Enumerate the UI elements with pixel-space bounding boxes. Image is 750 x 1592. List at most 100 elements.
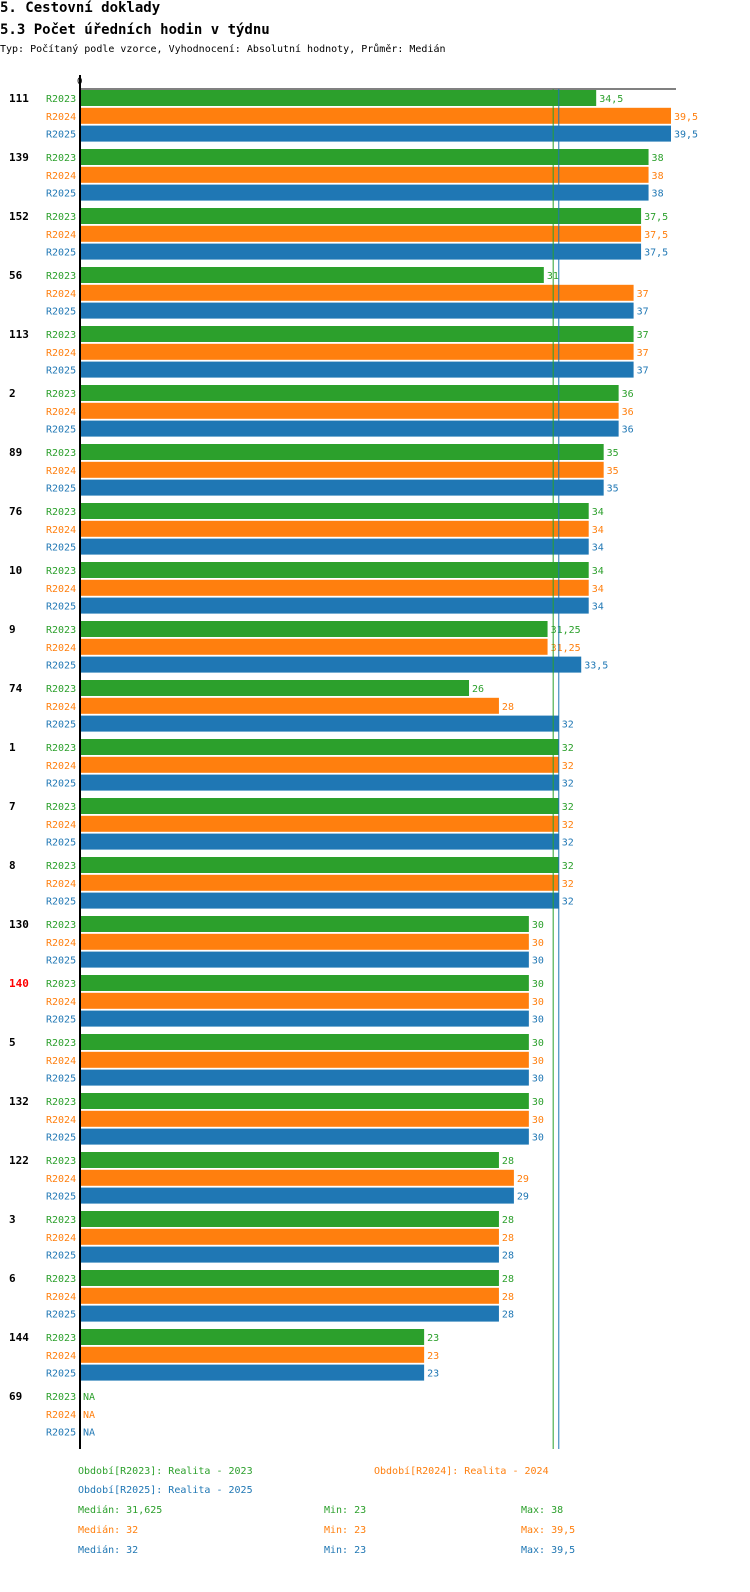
data-label: 31,25: [551, 625, 581, 636]
series-label: R2024: [46, 1174, 76, 1185]
series-label: R2025: [46, 956, 76, 967]
data-label: 34: [592, 543, 604, 554]
bar: [80, 798, 559, 814]
series-label: R2023: [46, 1097, 76, 1108]
category-label: 3: [9, 1213, 16, 1226]
bar: [80, 1152, 499, 1168]
data-label: 35: [607, 466, 619, 477]
bar: [80, 1110, 529, 1127]
bar: [80, 343, 634, 360]
legend-r2025: Období[R2025]: Realita - 2025: [78, 1485, 253, 1496]
series-label: R2023: [46, 566, 76, 577]
page-title: 5. Cestovní doklady: [0, 0, 161, 16]
series-label: R2024: [46, 466, 76, 477]
data-label: 32: [562, 879, 574, 890]
series-label: R2025: [46, 897, 76, 908]
series-label: R2023: [46, 212, 76, 223]
series-label: R2024: [46, 230, 76, 241]
bar-chart: 0111R202334,5R202439,5R202539,5139R20233…: [9, 75, 698, 1449]
data-label: 30: [532, 1038, 544, 1049]
data-label: 37: [637, 330, 649, 341]
data-label: 32: [562, 802, 574, 813]
series-label: R2025: [46, 1251, 76, 1262]
series-label: R2023: [46, 1392, 76, 1403]
series-label: R2025: [46, 838, 76, 849]
category-label: 2: [9, 387, 16, 400]
bar: [80, 1364, 425, 1381]
bar: [80, 992, 529, 1009]
data-label: 30: [532, 1097, 544, 1108]
series-label: R2024: [46, 702, 76, 713]
bar: [80, 361, 634, 378]
series-label: R2024: [46, 938, 76, 949]
data-label: 30: [532, 997, 544, 1008]
series-label: R2023: [46, 1274, 76, 1285]
series-label: R2024: [46, 879, 76, 890]
data-label: 34,5: [599, 94, 623, 105]
bar: [80, 402, 619, 419]
bar: [80, 975, 529, 991]
series-label: R2023: [46, 271, 76, 282]
series-label: R2023: [46, 802, 76, 813]
series-label: R2024: [46, 643, 76, 654]
bar: [80, 774, 559, 791]
stat-max-r2023: Max: 38: [521, 1505, 564, 1516]
data-label: 29: [517, 1174, 529, 1185]
bar: [80, 90, 597, 106]
series-label: R2023: [46, 743, 76, 754]
data-label: 28: [502, 1292, 514, 1303]
legend-r2023: Období[R2023]: Realita - 2023: [78, 1466, 253, 1477]
series-label: R2025: [46, 366, 76, 377]
data-label: NA: [83, 1392, 95, 1403]
category-label: 76: [9, 505, 23, 518]
data-label: 30: [532, 1115, 544, 1126]
data-label: 31,25: [551, 643, 581, 654]
bar: [80, 1211, 499, 1227]
series-label: R2025: [46, 661, 76, 672]
data-label: 30: [532, 979, 544, 990]
bar: [80, 1051, 529, 1068]
series-label: R2023: [46, 507, 76, 518]
series-label: R2023: [46, 1333, 76, 1344]
category-label: 113: [9, 328, 29, 341]
series-label: R2023: [46, 389, 76, 400]
bar: [80, 1128, 529, 1145]
series-label: R2025: [46, 130, 76, 141]
category-label: 6: [9, 1272, 16, 1285]
bar: [80, 815, 559, 832]
data-label: 30: [532, 1015, 544, 1026]
bar: [80, 739, 559, 755]
bar: [80, 479, 604, 496]
bar: [80, 284, 634, 301]
bar: [80, 656, 582, 673]
series-label: R2023: [46, 448, 76, 459]
stat-max-r2024: Max: 39,5: [521, 1525, 576, 1536]
bar: [80, 1034, 529, 1050]
data-label: 30: [532, 1074, 544, 1085]
category-label: 7: [9, 800, 16, 813]
bar: [80, 385, 619, 401]
bar: [80, 1010, 529, 1027]
bar: [80, 1169, 514, 1186]
data-label: 32: [562, 820, 574, 831]
bar: [80, 951, 529, 968]
bar: [80, 302, 634, 319]
series-label: R2025: [46, 720, 76, 731]
series-label: R2025: [46, 602, 76, 613]
data-label: 29: [517, 1192, 529, 1203]
data-label: 23: [427, 1351, 439, 1362]
series-label: R2025: [46, 189, 76, 200]
data-label: 38: [652, 189, 664, 200]
stat-min-r2023: Min: 23: [324, 1505, 367, 1516]
data-label: 28: [502, 1274, 514, 1285]
category-label: 111: [9, 92, 29, 105]
bar: [80, 538, 589, 555]
data-label: 37: [637, 366, 649, 377]
series-label: R2024: [46, 1292, 76, 1303]
bar: [80, 715, 559, 732]
series-label: R2024: [46, 761, 76, 772]
category-label: 56: [9, 269, 23, 282]
bar: [80, 461, 604, 478]
category-label: 144: [9, 1331, 29, 1344]
bar: [80, 933, 529, 950]
